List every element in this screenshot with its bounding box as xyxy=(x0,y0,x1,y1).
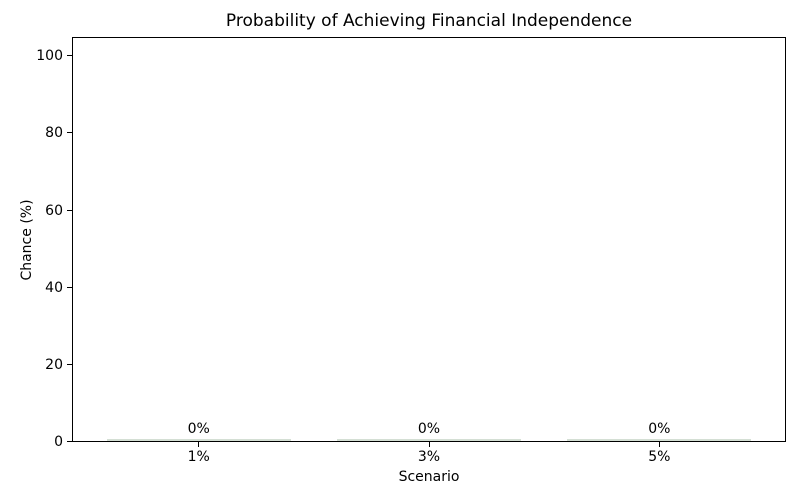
y-tick-mark xyxy=(67,363,72,365)
bar-value-label: 0% xyxy=(187,421,210,437)
x-axis-label: Scenario xyxy=(398,469,460,485)
x-tick-mark xyxy=(428,442,430,447)
y-tick-label: 60 xyxy=(45,202,63,219)
bar xyxy=(567,439,752,441)
y-tick-label: 20 xyxy=(45,356,63,373)
plot-area xyxy=(72,37,786,442)
bar-value-label: 0% xyxy=(648,421,671,437)
y-tick-mark xyxy=(67,209,72,211)
y-tick-mark xyxy=(67,132,72,134)
chart-title: Probability of Achieving Financial Indep… xyxy=(225,11,633,31)
y-tick-mark xyxy=(67,286,72,288)
bar-value-label: 0% xyxy=(417,421,441,437)
x-tick-mark xyxy=(198,442,200,447)
y-tick-mark xyxy=(67,55,72,57)
x-tick-mark xyxy=(658,442,660,447)
x-tick-label: 5% xyxy=(648,449,671,465)
y-tick-mark xyxy=(67,441,72,442)
y-tick-label: 40 xyxy=(45,279,63,296)
y-tick-label: 0 xyxy=(54,434,63,450)
y-tick-label: 80 xyxy=(45,125,63,142)
y-tick-label: 100 xyxy=(36,48,63,65)
bar xyxy=(336,439,522,441)
bar xyxy=(106,439,291,441)
x-tick-label: 1% xyxy=(187,449,210,465)
x-tick-label: 3% xyxy=(417,449,441,465)
